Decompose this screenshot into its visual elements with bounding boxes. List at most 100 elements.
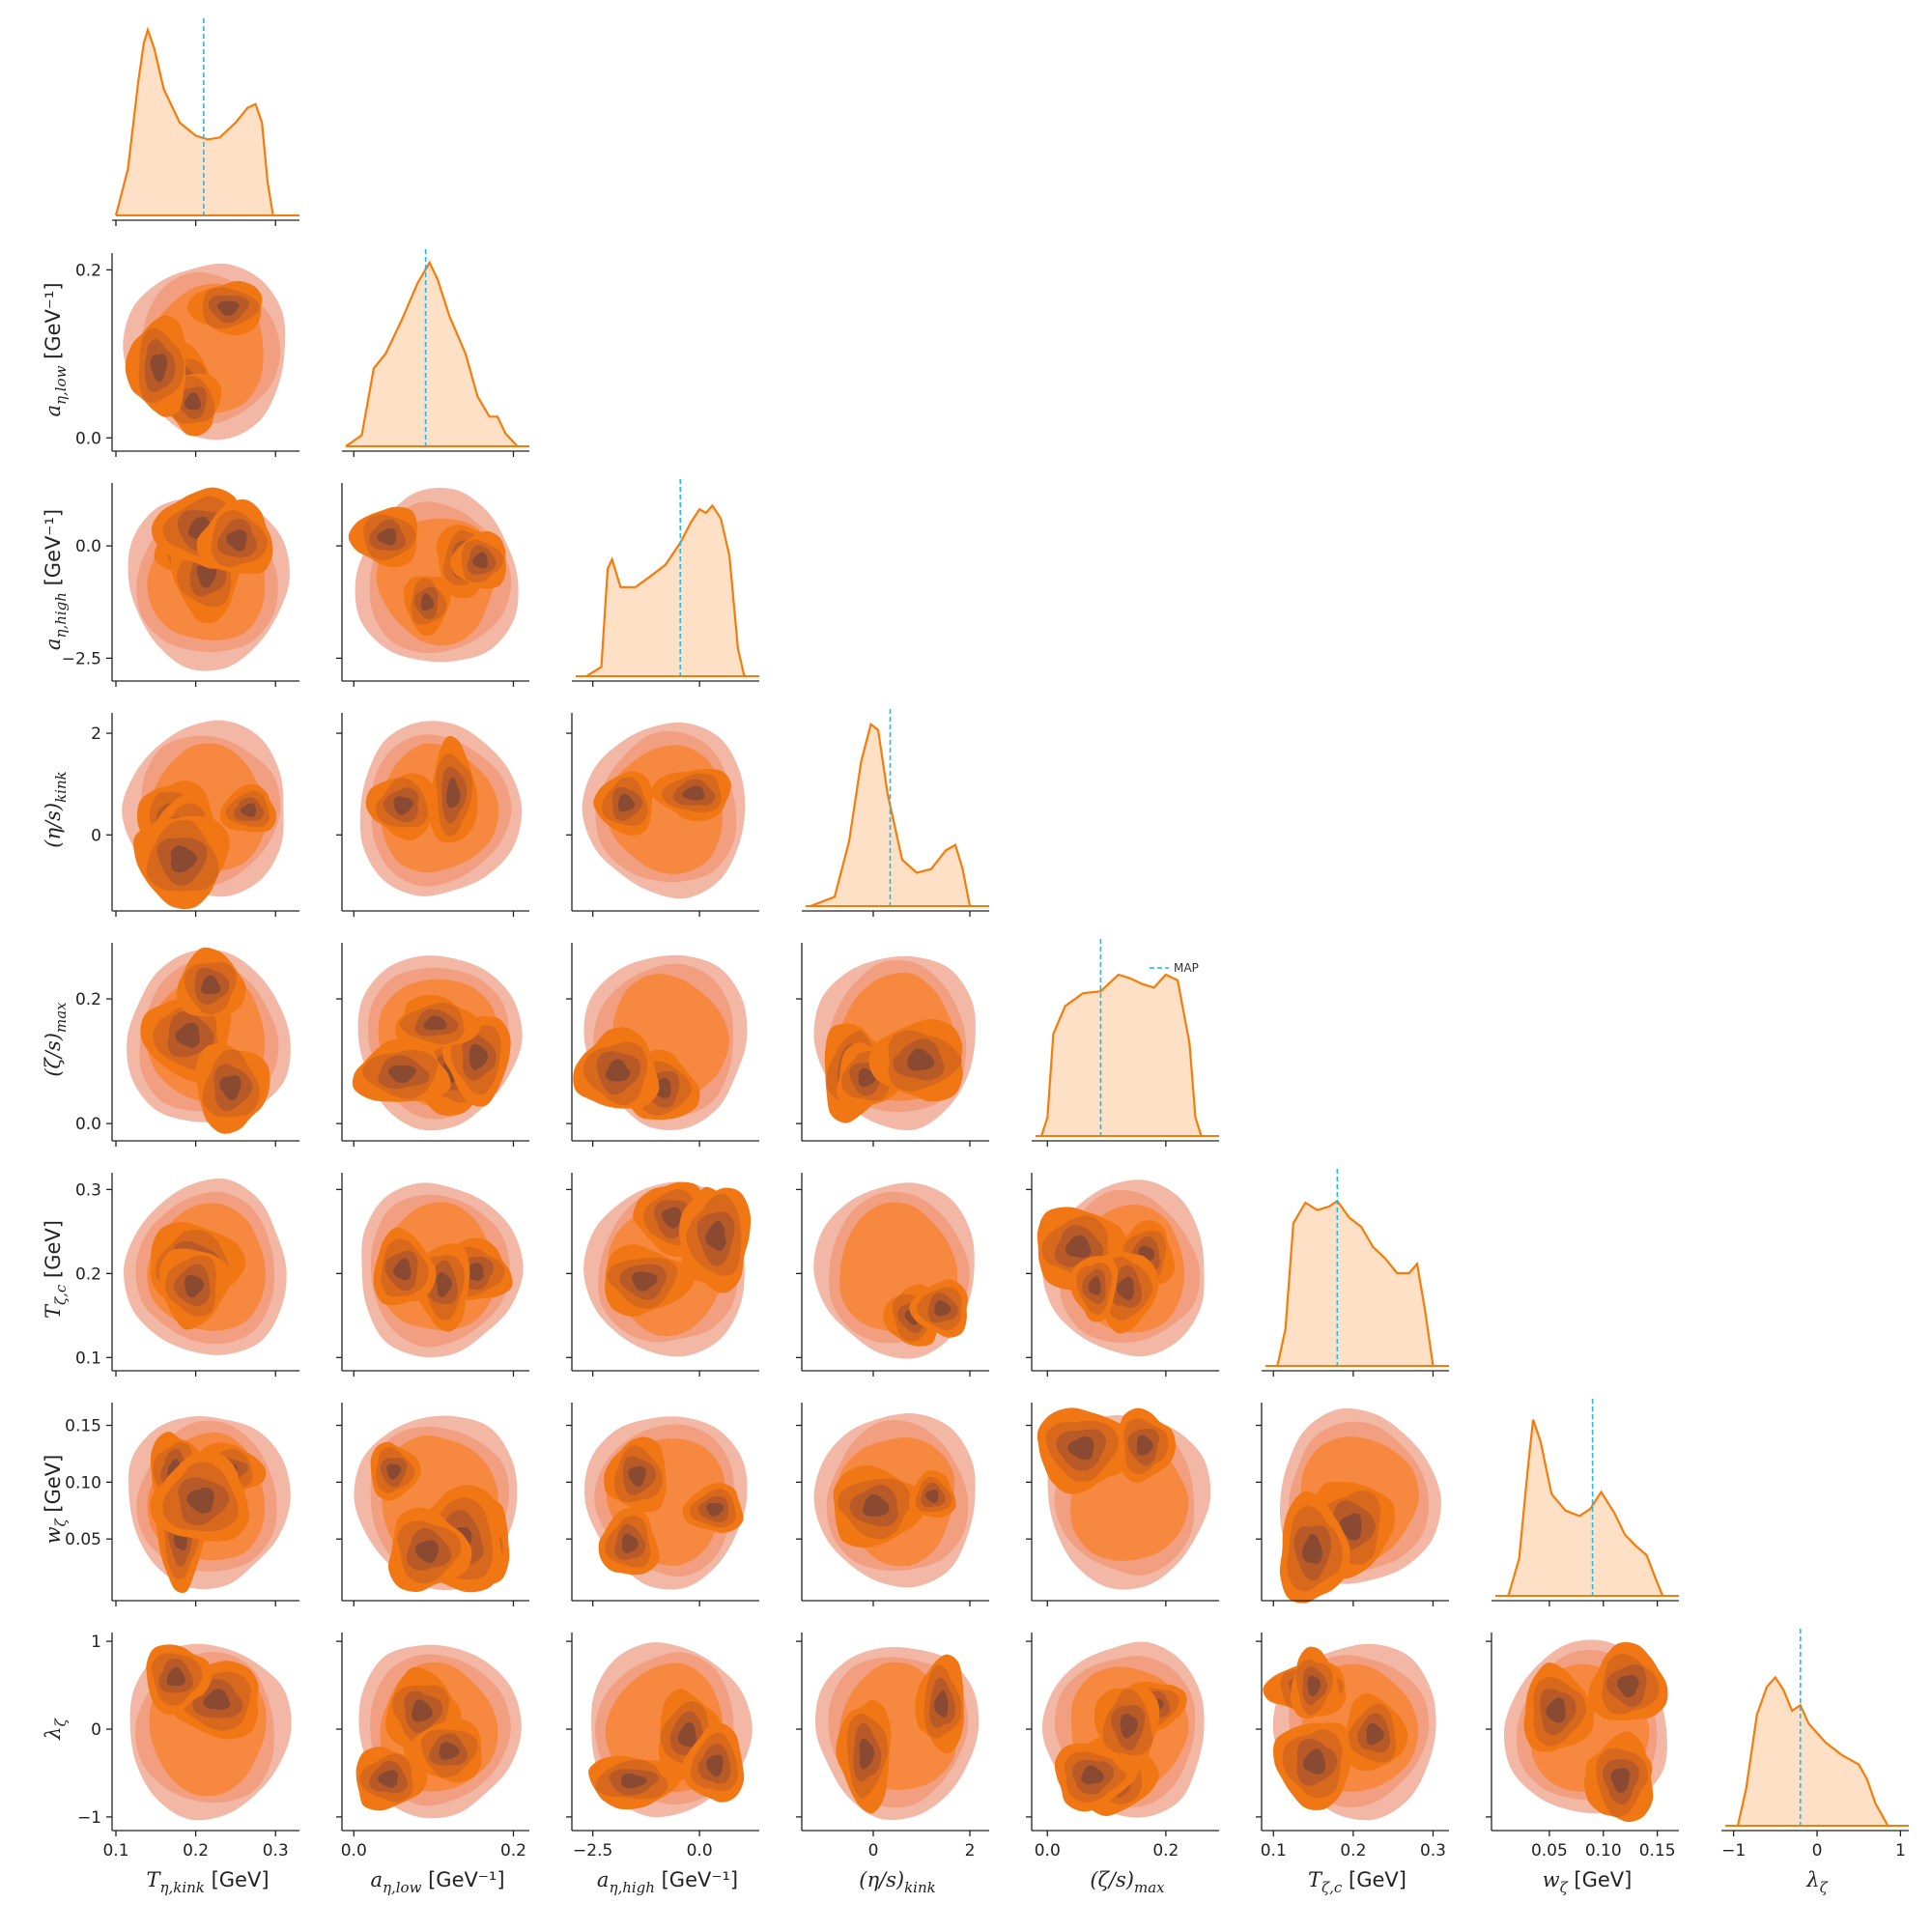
- kde-contour-level: [1136, 1435, 1153, 1456]
- kde-contour-level: [706, 1502, 724, 1517]
- kde-contour-level: [471, 552, 488, 569]
- kde-fill: [586, 505, 745, 676]
- x-tick-label: 0.0: [687, 1841, 713, 1861]
- legend-map-label: MAP: [1174, 961, 1199, 975]
- pair-panel-aeta_low-vs-Tzeta_c: [336, 1173, 529, 1377]
- kde-contour-level: [196, 562, 217, 588]
- y-tick-label: 0: [91, 1720, 101, 1740]
- pair-panel-Teta_kink-vs-zetas_max: 0.0 0.2: [75, 943, 299, 1147]
- axis-label: (ζ/s)max: [42, 1002, 70, 1077]
- kde-contour-level: [859, 1738, 875, 1770]
- x-tick-label: 0.2: [1340, 1841, 1366, 1861]
- axis-label: aη,low [GeV⁻¹]: [370, 1868, 504, 1896]
- y-tick-label: 0.3: [75, 1180, 101, 1200]
- y-tick-label: 0.1: [75, 1349, 101, 1368]
- kde-contour-level: [469, 1043, 489, 1070]
- y-tick-label: 0.15: [65, 1417, 101, 1436]
- kde-contour-level: [858, 1067, 876, 1088]
- pair-panel-Tzeta_c-vs-lambda_zeta: 0.1 0.2 0.3: [1256, 1633, 1449, 1861]
- kde-contour-level: [377, 527, 397, 546]
- pair-panel-Teta_kink-vs-etas_kink: 02: [91, 713, 299, 917]
- axis-label: aη,high [GeV⁻¹]: [42, 509, 70, 650]
- kde-fill: [1508, 1419, 1663, 1596]
- kde-contour-level: [378, 1770, 398, 1788]
- kde-contour-level: [1307, 1675, 1321, 1697]
- kde-contour-level: [436, 1271, 453, 1298]
- kde-contour-level: [423, 1015, 447, 1031]
- kde-contour-level: [661, 1207, 682, 1229]
- axis-label: Tη,kink [GeV]: [146, 1868, 269, 1896]
- axis-label: Tζ,c [GeV]: [42, 1220, 70, 1319]
- kde-contour-level: [150, 354, 168, 383]
- pair-panel-Teta_kink-vs-Tzeta_c: 0.1 0.2 0.3: [75, 1173, 299, 1377]
- kde-contour-level: [1088, 1276, 1101, 1295]
- kde-contour-level: [933, 1690, 949, 1718]
- x-tick-label: 0.1: [1261, 1841, 1287, 1861]
- pair-panel-zetas_max-vs-w_zeta: [1026, 1403, 1219, 1606]
- axis-label: λζ: [42, 1718, 70, 1740]
- pair-panel-w_zeta-vs-lambda_zeta: 0.05 0.10 0.15: [1486, 1633, 1679, 1861]
- pair-panel-Teta_kink-vs-w_zeta: 0.05 0.10 0.15: [65, 1403, 299, 1606]
- y-tick-label: 0.2: [75, 1264, 101, 1284]
- kde-contour-level: [1301, 1533, 1322, 1565]
- kde-curve: [810, 722, 972, 908]
- pair-panel-aeta_high-vs-lambda_zeta: −2.5 0.0: [566, 1633, 759, 1861]
- y-tick-label: 0.0: [75, 429, 101, 448]
- diag-panel-aeta_high: [572, 479, 759, 687]
- kde-contour-level: [420, 593, 435, 611]
- axis-label: Tζ,c [GeV]: [1308, 1868, 1406, 1896]
- kde-contour-level: [386, 1463, 402, 1480]
- pair-panel-etas_kink-vs-zetas_max: [796, 943, 989, 1147]
- axis-label: (η/s)kink: [42, 771, 70, 847]
- kde-contour-level: [617, 793, 635, 812]
- kde-curve: [345, 260, 519, 447]
- pair-panel-aeta_low-vs-w_zeta: [336, 1403, 529, 1606]
- kde-fill: [810, 724, 970, 906]
- y-tick-label: 1: [91, 1633, 101, 1652]
- kde-contour-level: [1546, 1697, 1566, 1723]
- kde-fill: [1277, 1201, 1434, 1366]
- diag-panel-lambda_zeta: −1 0 1: [1721, 1629, 1909, 1861]
- x-tick-label: 0.2: [183, 1841, 209, 1861]
- axis-label: wζ [GeV]: [42, 1455, 70, 1545]
- kde-contour-level: [1120, 1714, 1138, 1739]
- kde-contour-level: [705, 1220, 726, 1252]
- kde-curve: [1507, 1419, 1664, 1597]
- y-tick-label: 0.0: [75, 537, 101, 556]
- pair-panel-aeta_high-vs-w_zeta: [566, 1403, 759, 1606]
- x-tick-label: 0: [868, 1841, 879, 1861]
- kde-contour-level: [677, 1721, 697, 1747]
- kde-contour-level: [1617, 1675, 1639, 1697]
- kde-contour-level: [217, 300, 240, 316]
- pair-panel-etas_kink-vs-Tzeta_c: [796, 1173, 989, 1377]
- y-tick-label: −2.5: [62, 649, 101, 668]
- kde-curve: [1040, 973, 1203, 1137]
- kde-curve: [1276, 1199, 1435, 1367]
- x-tick-label: 1: [1895, 1841, 1906, 1861]
- kde-contour-level: [1065, 1235, 1092, 1259]
- axis-label: (η/s)kink: [859, 1868, 935, 1896]
- kde-contour-level: [1302, 1748, 1326, 1775]
- kde-contour-level: [1117, 1276, 1134, 1301]
- pair-panel-aeta_high-vs-etas_kink: [566, 713, 759, 917]
- diag-panel-aeta_low: [342, 249, 529, 457]
- kde-contour-level: [1366, 1722, 1384, 1746]
- kde-contour-level: [439, 1742, 461, 1760]
- pair-panel-Tzeta_c-vs-w_zeta: [1256, 1403, 1449, 1606]
- kde-curve: [114, 26, 274, 216]
- map-legend: MAP: [1150, 961, 1199, 975]
- kde-fill: [1738, 1677, 1889, 1826]
- kde-contour-level: [184, 1275, 205, 1298]
- kde-contour-level: [186, 1487, 214, 1514]
- diag-panel-etas_kink: [802, 709, 989, 917]
- pair-panel-aeta_low-vs-zetas_max: [336, 943, 529, 1147]
- kde-contour-level: [628, 1465, 646, 1488]
- pair-panel-zetas_max-vs-Tzeta_c: [1026, 1173, 1219, 1377]
- kde-contour-level: [166, 1666, 185, 1687]
- kde-contour-level: [412, 1699, 433, 1722]
- kde-contour-level: [632, 1271, 658, 1292]
- kde-contour-level: [862, 1493, 890, 1517]
- kde-contour-level: [445, 777, 461, 809]
- x-tick-label: 0.2: [1152, 1841, 1179, 1861]
